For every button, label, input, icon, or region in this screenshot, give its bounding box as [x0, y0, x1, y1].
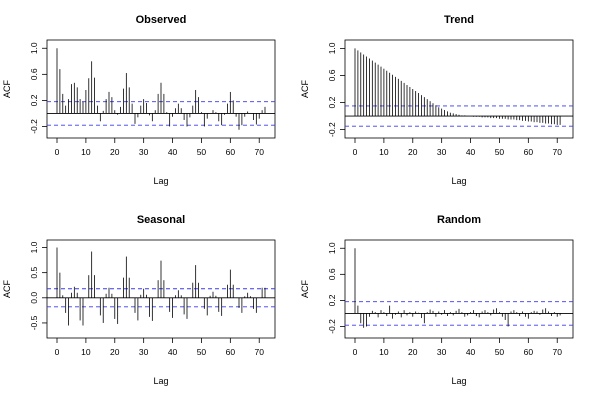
x-axis-label: Lag: [153, 176, 168, 186]
x-tick-label: 10: [379, 147, 389, 157]
x-tick-label: 60: [226, 347, 236, 357]
x-tick-label: 20: [110, 147, 120, 157]
x-tick-label: 10: [379, 347, 389, 357]
y-tick-label: 1.0: [327, 242, 337, 254]
x-tick-label: 50: [495, 347, 505, 357]
y-tick-label: 0.6: [29, 68, 39, 80]
x-tick-label: 40: [168, 147, 178, 157]
x-tick-label: 20: [408, 147, 418, 157]
x-tick-label: 50: [495, 147, 505, 157]
y-tick-label: 1.0: [29, 42, 39, 54]
x-tick-label: 0: [55, 147, 60, 157]
x-tick-label: 0: [55, 347, 60, 357]
y-axis-label: ACF: [2, 79, 12, 98]
x-tick-label: 40: [466, 347, 476, 357]
x-axis-label: Lag: [153, 376, 168, 386]
y-tick-label: 0.2: [29, 94, 39, 106]
x-tick-label: 30: [139, 147, 149, 157]
x-tick-label: 10: [81, 347, 91, 357]
x-tick-label: 0: [353, 347, 358, 357]
y-tick-label: 1.0: [29, 241, 39, 253]
x-tick-label: 70: [552, 347, 562, 357]
chart-title: Observed: [136, 14, 187, 26]
x-tick-label: 40: [168, 347, 178, 357]
y-tick-label: -0.2: [327, 319, 337, 334]
y-tick-label: 0.5: [29, 266, 39, 278]
chart-title: Seasonal: [137, 214, 185, 226]
y-tick-label: 0.6: [327, 69, 337, 81]
x-tick-label: 0: [353, 147, 358, 157]
y-axis-label: ACF: [300, 279, 310, 298]
plot-frame: [344, 39, 574, 139]
x-tick-label: 30: [437, 347, 447, 357]
x-tick-label: 10: [81, 147, 91, 157]
x-tick-label: 40: [466, 147, 476, 157]
y-tick-label: 0.2: [327, 96, 337, 108]
y-tick-label: -0.2: [327, 122, 337, 137]
y-tick-label: 0.2: [327, 294, 337, 306]
x-tick-label: 30: [139, 347, 149, 357]
x-tick-label: 60: [226, 147, 236, 157]
chart-title: Trend: [444, 14, 474, 26]
plot-frame: [46, 39, 276, 139]
y-tick-label: -0.2: [29, 119, 39, 134]
plot-frame: [344, 239, 574, 339]
x-axis-label: Lag: [451, 376, 466, 386]
y-tick-label: 0.6: [327, 268, 337, 280]
x-axis-label: Lag: [451, 176, 466, 186]
y-tick-label: 0.0: [29, 292, 39, 304]
y-axis-label: ACF: [2, 279, 12, 298]
x-tick-label: 20: [408, 347, 418, 357]
x-tick-label: 50: [197, 347, 207, 357]
x-tick-label: 70: [254, 347, 264, 357]
x-tick-label: 60: [524, 347, 534, 357]
x-tick-label: 20: [110, 347, 120, 357]
y-tick-label: 1.0: [327, 42, 337, 54]
y-axis-label: ACF: [300, 79, 310, 98]
x-tick-label: 70: [552, 147, 562, 157]
x-tick-label: 60: [524, 147, 534, 157]
x-tick-label: 70: [254, 147, 264, 157]
y-tick-label: -0.5: [29, 315, 39, 330]
x-tick-label: 50: [197, 147, 207, 157]
chart-title: Random: [437, 214, 481, 226]
x-tick-label: 30: [437, 147, 447, 157]
